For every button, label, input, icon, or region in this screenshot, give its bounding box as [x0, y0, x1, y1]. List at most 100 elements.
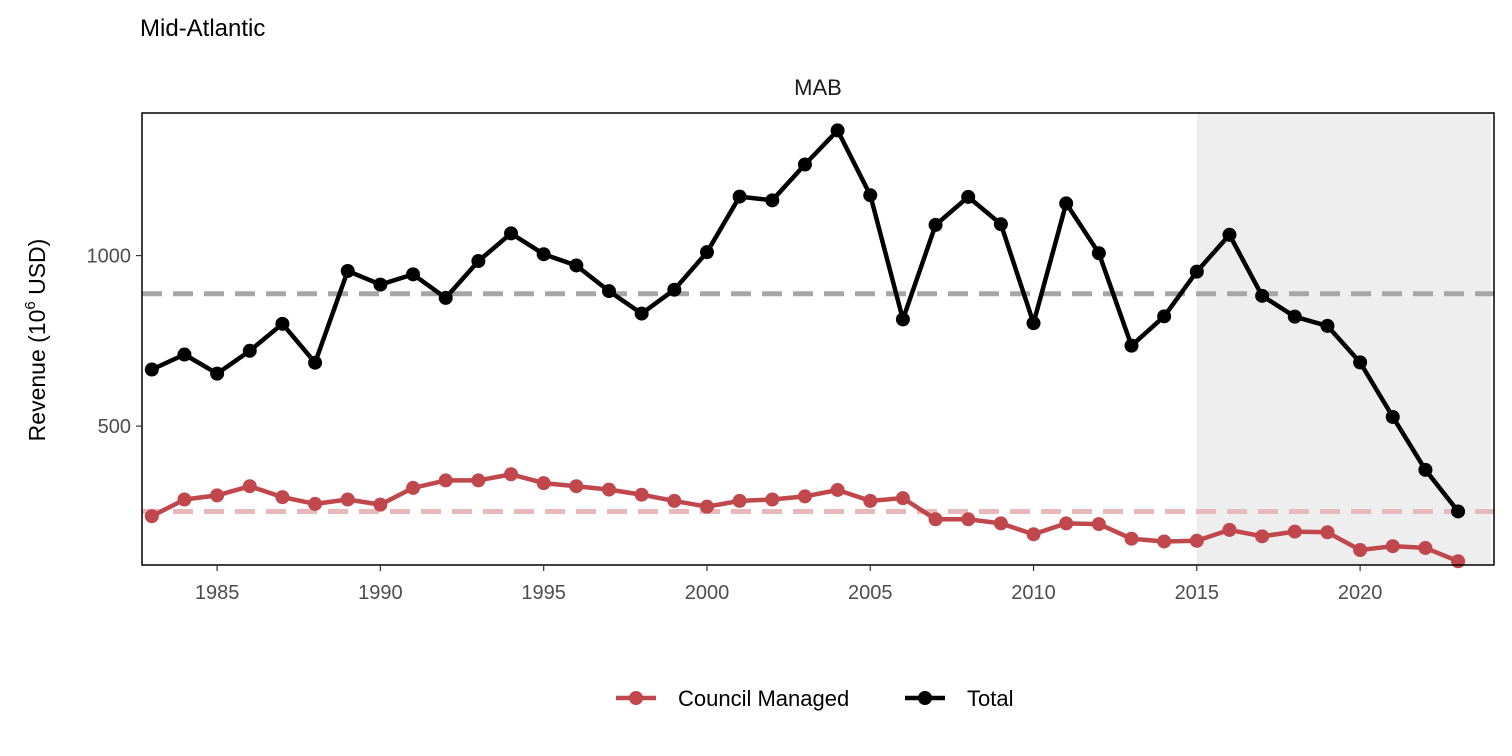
facet-label: MAB — [794, 75, 842, 100]
data-point-council-managed — [1059, 516, 1074, 531]
data-point-total — [765, 193, 780, 208]
data-point-council-managed — [797, 489, 812, 504]
data-point-council-managed — [601, 482, 616, 497]
data-point-total — [667, 282, 682, 297]
data-point-council-managed — [993, 516, 1008, 531]
x-tick-label: 1995 — [521, 582, 566, 604]
data-point-total — [308, 355, 323, 370]
y-axis-label-main: Revenue (10 — [24, 310, 50, 442]
data-point-council-managed — [1418, 540, 1433, 555]
data-point-total — [569, 258, 584, 273]
x-tick-label: 2015 — [1175, 582, 1220, 604]
data-point-total — [242, 343, 257, 358]
data-point-council-managed — [1091, 517, 1106, 532]
data-point-total — [1353, 355, 1368, 370]
x-tick-label: 1985 — [195, 582, 240, 604]
data-point-council-managed — [1189, 533, 1204, 548]
data-point-total — [993, 217, 1008, 232]
legend-label-total: Total — [967, 686, 1013, 711]
data-point-total — [732, 189, 747, 204]
legend-key-point-council-managed — [629, 691, 643, 705]
data-point-council-managed — [373, 497, 388, 512]
data-point-total — [275, 316, 290, 331]
data-point-total — [373, 277, 388, 292]
data-point-council-managed — [765, 492, 780, 507]
data-point-total — [961, 189, 976, 204]
data-point-total — [1255, 288, 1270, 303]
data-point-total — [1287, 309, 1302, 324]
data-point-total — [1157, 309, 1172, 324]
data-point-council-managed — [961, 512, 976, 527]
data-point-total — [1222, 227, 1237, 242]
data-point-total — [177, 347, 192, 362]
plot-border — [141, 112, 1495, 566]
data-point-total — [1124, 338, 1139, 353]
data-point-council-managed — [1157, 534, 1172, 549]
y-tick-label: 1000 — [87, 246, 132, 268]
data-point-council-managed — [406, 480, 421, 495]
data-point-total — [1418, 462, 1433, 477]
data-point-council-managed — [830, 482, 845, 497]
data-point-council-managed — [438, 473, 453, 488]
data-point-council-managed — [536, 476, 551, 491]
x-tick-label: 1990 — [358, 582, 403, 604]
data-point-council-managed — [1255, 529, 1270, 544]
data-point-council-managed — [242, 479, 257, 494]
y-axis-label: Revenue (106 USD) — [22, 239, 50, 442]
data-point-council-managed — [1353, 542, 1368, 557]
data-point-total — [536, 247, 551, 262]
data-point-total — [634, 306, 649, 321]
data-point-council-managed — [340, 492, 355, 507]
data-point-council-managed — [275, 490, 290, 505]
data-point-council-managed — [569, 479, 584, 494]
x-tick-label: 2010 — [1011, 582, 1056, 604]
x-tick-label: 2020 — [1338, 582, 1383, 604]
data-point-council-managed — [1385, 539, 1400, 554]
data-point-total — [601, 284, 616, 299]
data-point-council-managed — [1222, 522, 1237, 537]
y-tick-label: 500 — [98, 416, 131, 438]
data-point-council-managed — [144, 509, 159, 524]
data-point-total — [210, 366, 225, 381]
data-point-total — [144, 362, 159, 377]
data-point-council-managed — [1124, 531, 1139, 546]
data-point-total — [406, 267, 421, 282]
data-point-council-managed — [732, 493, 747, 508]
data-point-council-managed — [1287, 524, 1302, 539]
data-point-total — [1026, 316, 1041, 331]
data-point-total — [1189, 264, 1204, 279]
data-point-council-managed — [504, 467, 519, 482]
legend-key-point-total — [918, 691, 932, 705]
x-tick-label: 2005 — [848, 582, 893, 604]
data-point-council-managed — [1320, 525, 1335, 540]
data-point-council-managed — [471, 473, 486, 488]
data-point-council-managed — [863, 493, 878, 508]
data-point-total — [1385, 409, 1400, 424]
data-point-council-managed — [928, 512, 943, 527]
data-point-council-managed — [667, 493, 682, 508]
data-point-total — [797, 157, 812, 172]
data-point-total — [863, 188, 878, 203]
data-point-council-managed — [210, 488, 225, 503]
data-point-total — [1320, 318, 1335, 333]
data-point-total — [1091, 246, 1106, 261]
data-point-total — [1059, 196, 1074, 211]
data-point-council-managed — [308, 496, 323, 511]
plot-area: 1985 1990 1995 2000 2005 2010 2015 2020 500 1000 — [87, 112, 1495, 604]
data-point-council-managed — [699, 499, 714, 514]
data-point-total — [699, 245, 714, 260]
data-point-council-managed — [1451, 554, 1466, 569]
data-point-total — [928, 217, 943, 232]
data-point-council-managed — [634, 487, 649, 502]
data-point-total — [340, 263, 355, 278]
legend-label-council-managed: Council Managed — [678, 686, 849, 711]
y-axis-label-unit: USD) — [24, 239, 50, 302]
y-axis-label-superscript: 6 — [22, 301, 39, 309]
x-tick-label: 2000 — [685, 582, 730, 604]
data-point-total — [471, 254, 486, 269]
data-point-total — [895, 312, 910, 327]
data-point-total — [438, 290, 453, 305]
chart-title: Mid-Atlantic — [140, 15, 265, 42]
legend: Council Managed Total — [616, 686, 1013, 711]
